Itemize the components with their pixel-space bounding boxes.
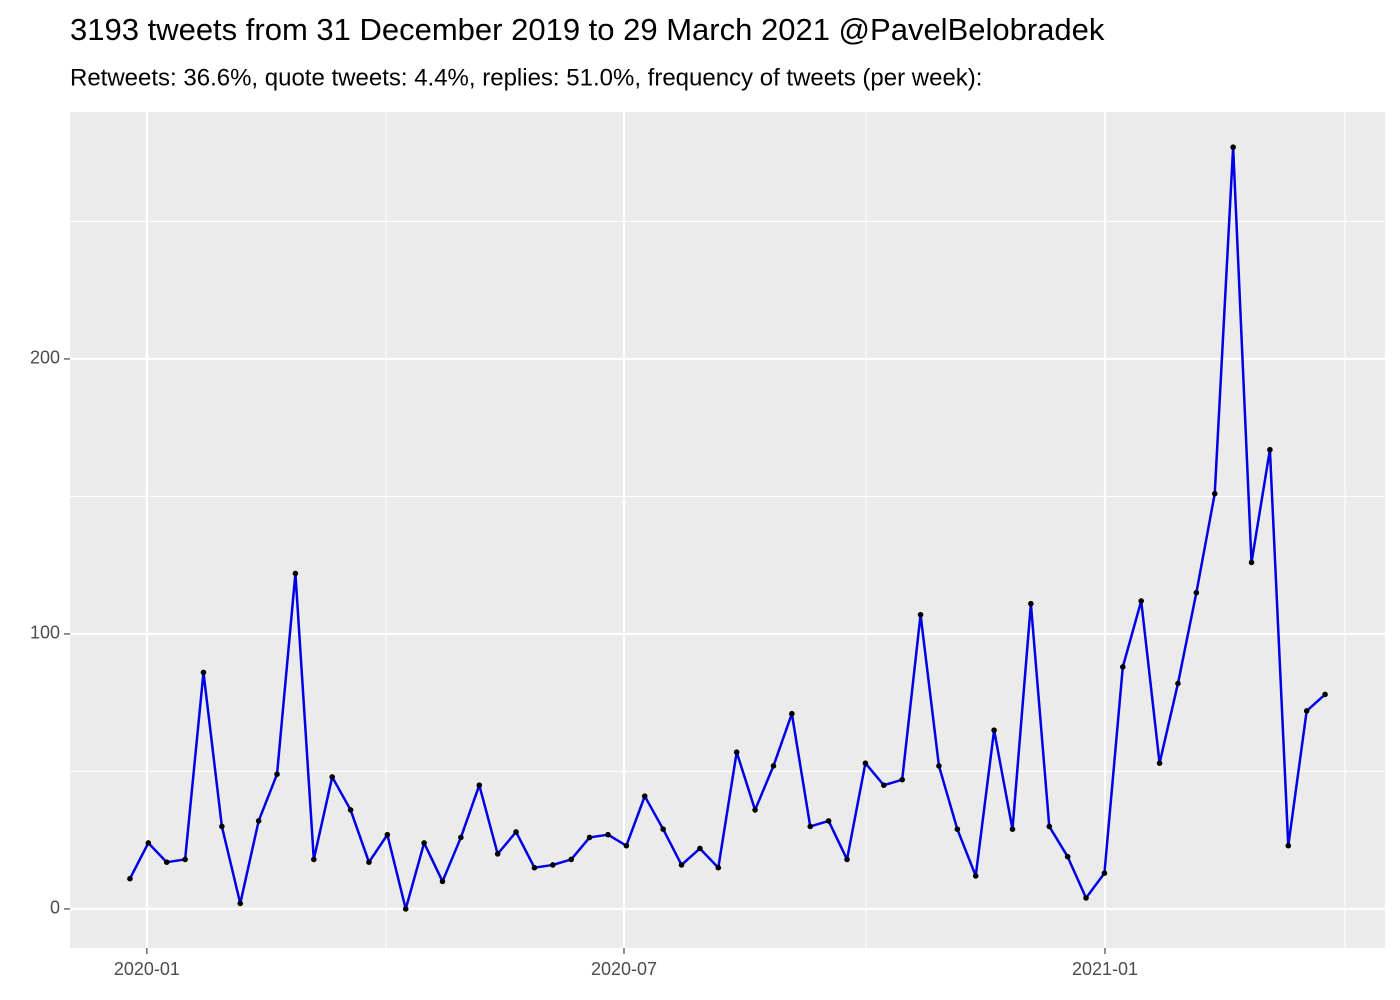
data-point <box>329 774 335 780</box>
data-point <box>1028 600 1034 607</box>
data-point <box>402 906 409 912</box>
data-point <box>1267 446 1273 453</box>
data-point <box>1138 598 1144 604</box>
data-point <box>972 873 979 879</box>
data-point <box>917 611 924 618</box>
data-point <box>274 771 280 777</box>
data-point <box>991 727 997 733</box>
data-point <box>347 807 354 813</box>
series-line <box>128 145 1326 911</box>
data-point <box>292 570 299 577</box>
data-point <box>237 900 244 907</box>
data-point <box>1175 680 1181 687</box>
data-point <box>255 818 262 824</box>
data-point <box>127 875 133 882</box>
data-point <box>182 856 188 863</box>
data-point <box>163 859 170 865</box>
data-point <box>366 859 372 865</box>
data-point <box>384 831 391 838</box>
data-point <box>1046 823 1053 830</box>
data-point <box>1193 589 1200 596</box>
data-point <box>513 829 519 835</box>
data-point <box>1285 842 1292 849</box>
data-point <box>1101 870 1108 876</box>
data-point <box>697 845 703 852</box>
y-tick-label: 200 <box>30 348 60 368</box>
data-point <box>770 763 777 769</box>
data-point <box>1303 708 1310 714</box>
x-tick-label: 2021-01 <box>1072 959 1138 979</box>
data-point <box>1230 144 1236 150</box>
data-point <box>752 807 758 813</box>
data-point <box>1120 664 1126 670</box>
y-tick-label: 0 <box>50 898 60 918</box>
data-point <box>421 840 427 846</box>
plot-panel <box>70 112 1385 948</box>
data-point <box>844 856 850 863</box>
data-point <box>936 763 942 769</box>
data-point <box>862 760 869 766</box>
data-point <box>899 776 905 783</box>
data-point <box>568 856 575 863</box>
data-point <box>1211 490 1218 497</box>
data-point <box>715 864 722 871</box>
data-point <box>311 856 317 863</box>
data-point <box>789 710 795 717</box>
data-point <box>586 834 593 841</box>
data-point <box>623 842 630 849</box>
data-point <box>605 831 611 838</box>
data-point <box>807 823 814 830</box>
data-point <box>825 818 832 824</box>
data-point <box>1322 691 1328 698</box>
data-point <box>550 862 556 868</box>
data-point <box>1064 853 1071 860</box>
data-point <box>954 826 961 832</box>
y-tick-label: 100 <box>30 623 60 643</box>
data-point <box>1156 760 1163 766</box>
x-tick-label: 2020-07 <box>591 959 657 979</box>
data-point <box>439 878 446 885</box>
data-point <box>880 782 887 788</box>
chart-title: 3193 tweets from 31 December 2019 to 29 … <box>70 12 1105 47</box>
data-point <box>219 823 225 830</box>
data-point <box>458 834 464 841</box>
chart-subtitle: Retweets: 36.6%, quote tweets: 4.4%, rep… <box>70 64 982 91</box>
data-point <box>678 862 685 868</box>
data-point <box>531 864 538 871</box>
data-point <box>494 851 501 857</box>
data-point <box>1248 559 1255 566</box>
data-point <box>641 793 648 799</box>
data-point <box>660 826 666 832</box>
data-point <box>476 782 483 788</box>
data-point <box>145 840 152 846</box>
data-point <box>1083 895 1089 901</box>
data-point <box>733 749 740 755</box>
data-point <box>1009 826 1016 832</box>
x-tick-label: 2020-01 <box>114 959 180 979</box>
data-point <box>200 669 207 676</box>
